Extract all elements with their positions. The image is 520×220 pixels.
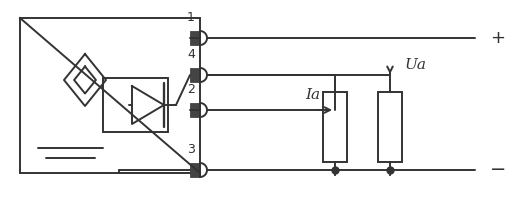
Text: 2: 2 [187, 83, 195, 96]
Text: 4: 4 [187, 48, 195, 61]
Bar [190, 163, 200, 177]
Text: −: − [490, 161, 506, 180]
Bar [190, 31, 200, 45]
Text: 1: 1 [187, 11, 195, 24]
Text: Ia: Ia [305, 88, 320, 102]
Text: Ua: Ua [405, 58, 427, 72]
Bar [190, 68, 200, 82]
Bar [323, 92, 347, 163]
Bar [20, 18, 200, 173]
Bar [190, 103, 200, 117]
Text: 3: 3 [187, 143, 195, 156]
Bar [103, 78, 168, 132]
Bar [378, 92, 402, 163]
Text: +: + [490, 29, 505, 47]
